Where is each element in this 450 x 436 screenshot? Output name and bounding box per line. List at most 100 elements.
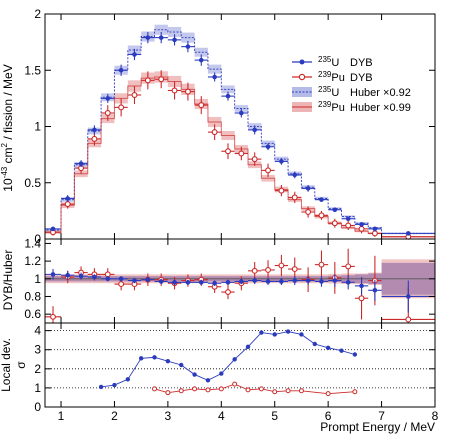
pu239-data-point (50, 313, 56, 320)
pu239-deviation-point (232, 381, 238, 387)
u235-deviation-point (325, 345, 331, 351)
u235-data-point (92, 274, 97, 280)
u235-data-point (118, 276, 124, 282)
bottom-y-tick-label: 4 (34, 324, 41, 338)
pu239-data-point (405, 316, 412, 323)
pu239-deviation-point (152, 386, 158, 392)
legend-label: 235U (318, 55, 339, 69)
u235-data-point (198, 57, 204, 63)
u235-data-point (292, 278, 298, 283)
x-tick-label: 6 (325, 409, 332, 423)
pu239-deviation-point (205, 387, 211, 393)
pu239-deviation-point (352, 389, 358, 395)
u235-data-point (319, 279, 324, 284)
huber-band-bin (194, 47, 208, 57)
u235-data-point (212, 280, 217, 286)
top-y-tick-label: 1.5 (24, 63, 41, 77)
legend-entry-text: Huber ×0.92 (350, 87, 411, 99)
u235-data-point (105, 96, 111, 101)
pu239-data-point (198, 102, 205, 109)
pu239-deviation-point (298, 388, 304, 394)
x-tick-label: 1 (58, 409, 65, 423)
top-y-tick-label: 0 (34, 232, 41, 246)
legend-isotope-mass: 239 (318, 70, 332, 79)
legend-label: 235U (318, 85, 339, 99)
u235-deviation-point (192, 372, 197, 377)
u235-deviation-point (312, 341, 317, 347)
x-tick-label: 7 (378, 409, 385, 423)
u235-data-point (359, 283, 364, 289)
pu239-data-point (371, 230, 378, 237)
x-axis-title: Prompt Energy / MeV (320, 420, 435, 434)
deviation-line (101, 331, 355, 388)
u235-data-point (265, 144, 271, 150)
u235-deviation-point (245, 344, 251, 350)
pu239-data-point (305, 209, 312, 215)
u235-deviation-point (152, 355, 157, 360)
huber-step-line (44, 76, 436, 239)
u235-data-point (405, 294, 411, 299)
top-ylabel-exp2: 2 (0, 142, 9, 147)
x-tick-label: 2 (111, 409, 118, 423)
legend-band-swatch (292, 87, 312, 97)
x-tick-label: 4 (218, 409, 225, 423)
legend-marker (298, 73, 306, 81)
pu239-data-point (358, 295, 365, 302)
middle-y-tick-label: 1 (34, 272, 41, 286)
top-dyb-points (45, 32, 435, 240)
u235-deviation-point (272, 332, 277, 337)
pu239-deviation-point (245, 387, 251, 393)
u235-data-point (279, 159, 284, 164)
pu239-data-point (318, 261, 325, 268)
bottom-panel-frame (44, 322, 436, 408)
legend-isotope: Pu (331, 102, 344, 114)
top-y-tick-label: 1 (34, 120, 41, 134)
pu239-data-point (265, 167, 271, 174)
u235-data-point (92, 127, 97, 133)
pu239-data-point (225, 289, 231, 296)
pu239-deviation-point (258, 386, 264, 392)
u235-deviation-point (125, 377, 131, 382)
huber-step-line (44, 29, 436, 239)
legend-isotope: U (331, 87, 339, 99)
legend-isotope: Pu (331, 72, 344, 84)
u235-data-point (279, 279, 284, 284)
pu239-data-point (144, 77, 151, 84)
pu239-deviation-point (178, 388, 184, 394)
u235-data-point (345, 280, 351, 285)
u235-data-point (185, 44, 191, 49)
u235-data-point (239, 279, 244, 284)
u235-deviation-point (259, 330, 264, 335)
bottom-deviation-lines (98, 329, 358, 397)
x-tick-label: 5 (271, 409, 278, 423)
u235-data-point (332, 278, 338, 283)
u235-deviation-point (138, 356, 144, 361)
u235-data-point (372, 226, 378, 232)
bottom-y-ticks: 0 1 2 3 4 (34, 324, 435, 414)
pu239-data-point (64, 201, 71, 208)
u235-deviation-point (179, 362, 184, 368)
u235-data-point (105, 276, 111, 282)
u235-data-point (78, 273, 84, 279)
u235-deviation-point (112, 382, 117, 388)
bottom-panel: 0 1 2 3 4 1 2 3 4 5 6 7 8 (34, 322, 439, 423)
u235-data-point (185, 280, 191, 285)
u235-data-point (359, 222, 364, 227)
pu239-data-point (91, 135, 98, 142)
pu239-deviation-point (165, 390, 171, 396)
top-huber-bands (44, 24, 436, 239)
pu239-deviation-point (192, 386, 198, 392)
middle-x-ticks (60, 239, 436, 323)
u235-data-point (305, 278, 311, 283)
legend-label: 239Pu (318, 100, 345, 114)
top-ylabel-exp: -43 (0, 166, 9, 178)
u235-data-point (65, 196, 71, 201)
top-panel: 0 0.5 1 1.5 2 (24, 7, 436, 246)
top-y-ticks: 0 0.5 1 1.5 2 (24, 7, 435, 246)
pu239-data-point (318, 212, 325, 219)
u235-data-point (305, 186, 311, 191)
u235-data-point (172, 37, 177, 43)
x-tick-label: 8 (432, 409, 439, 423)
